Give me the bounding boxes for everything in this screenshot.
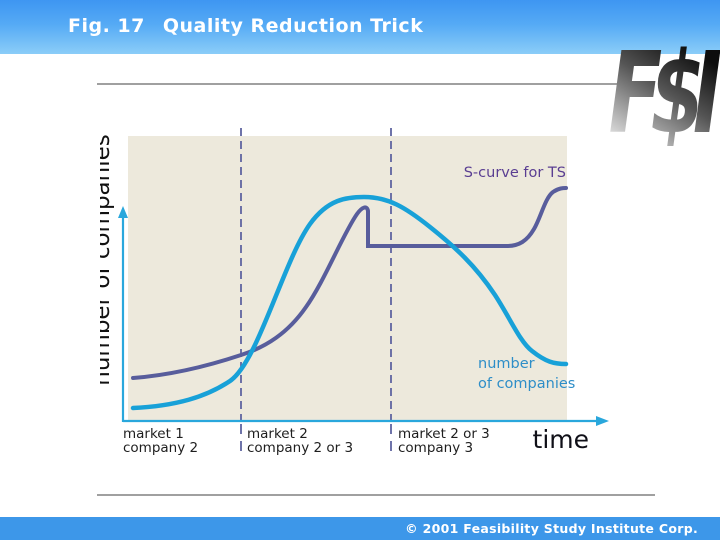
s-curve-for-ts-line xyxy=(131,186,568,380)
y-axis xyxy=(118,206,128,422)
y-axis-label: number of companies xyxy=(100,134,115,385)
slide-header-bar: Fig. 17 Quality Reduction Trick xyxy=(0,0,720,54)
region-1-market-label: market 1 xyxy=(123,426,184,442)
slide-title: Fig. 17 Quality Reduction Trick xyxy=(68,0,423,54)
x-axis-arrow-icon xyxy=(596,416,609,426)
s-curve-legend-label: S-curve for TS xyxy=(464,165,566,181)
copyright-text: © 2001 Feasibility Study Institute Corp. xyxy=(405,521,698,536)
bottom-divider-rule xyxy=(97,494,655,496)
x-axis xyxy=(123,416,609,426)
region-1-company-label: company 2 xyxy=(123,440,198,456)
region-2-market-label: market 2 xyxy=(247,426,308,442)
figure-title-text: Quality Reduction Trick xyxy=(162,15,424,37)
x-axis-label: time xyxy=(533,425,589,454)
region-3-market-label: market 2 or 3 xyxy=(398,426,490,442)
figure-number-label: Fig. 17 xyxy=(68,15,145,37)
region-labels: market 1 company 2 market 2 company 2 or… xyxy=(123,426,490,456)
region-3-company-label: company 3 xyxy=(398,440,473,456)
s-curve-chart: number of companies S-curve for TS numbe… xyxy=(100,128,609,456)
y-axis-arrow-icon xyxy=(118,206,128,218)
companies-legend-label-line2: of companies xyxy=(478,376,575,392)
top-divider-rule xyxy=(97,83,625,85)
region-2-company-label: company 2 or 3 xyxy=(247,440,353,456)
fsi-logo: F$I xyxy=(598,38,720,150)
number-of-companies-line xyxy=(130,194,569,411)
companies-legend-label-line1: number xyxy=(478,356,535,372)
footer-bar: © 2001 Feasibility Study Institute Corp. xyxy=(0,517,720,540)
plot-area-background xyxy=(128,136,567,420)
